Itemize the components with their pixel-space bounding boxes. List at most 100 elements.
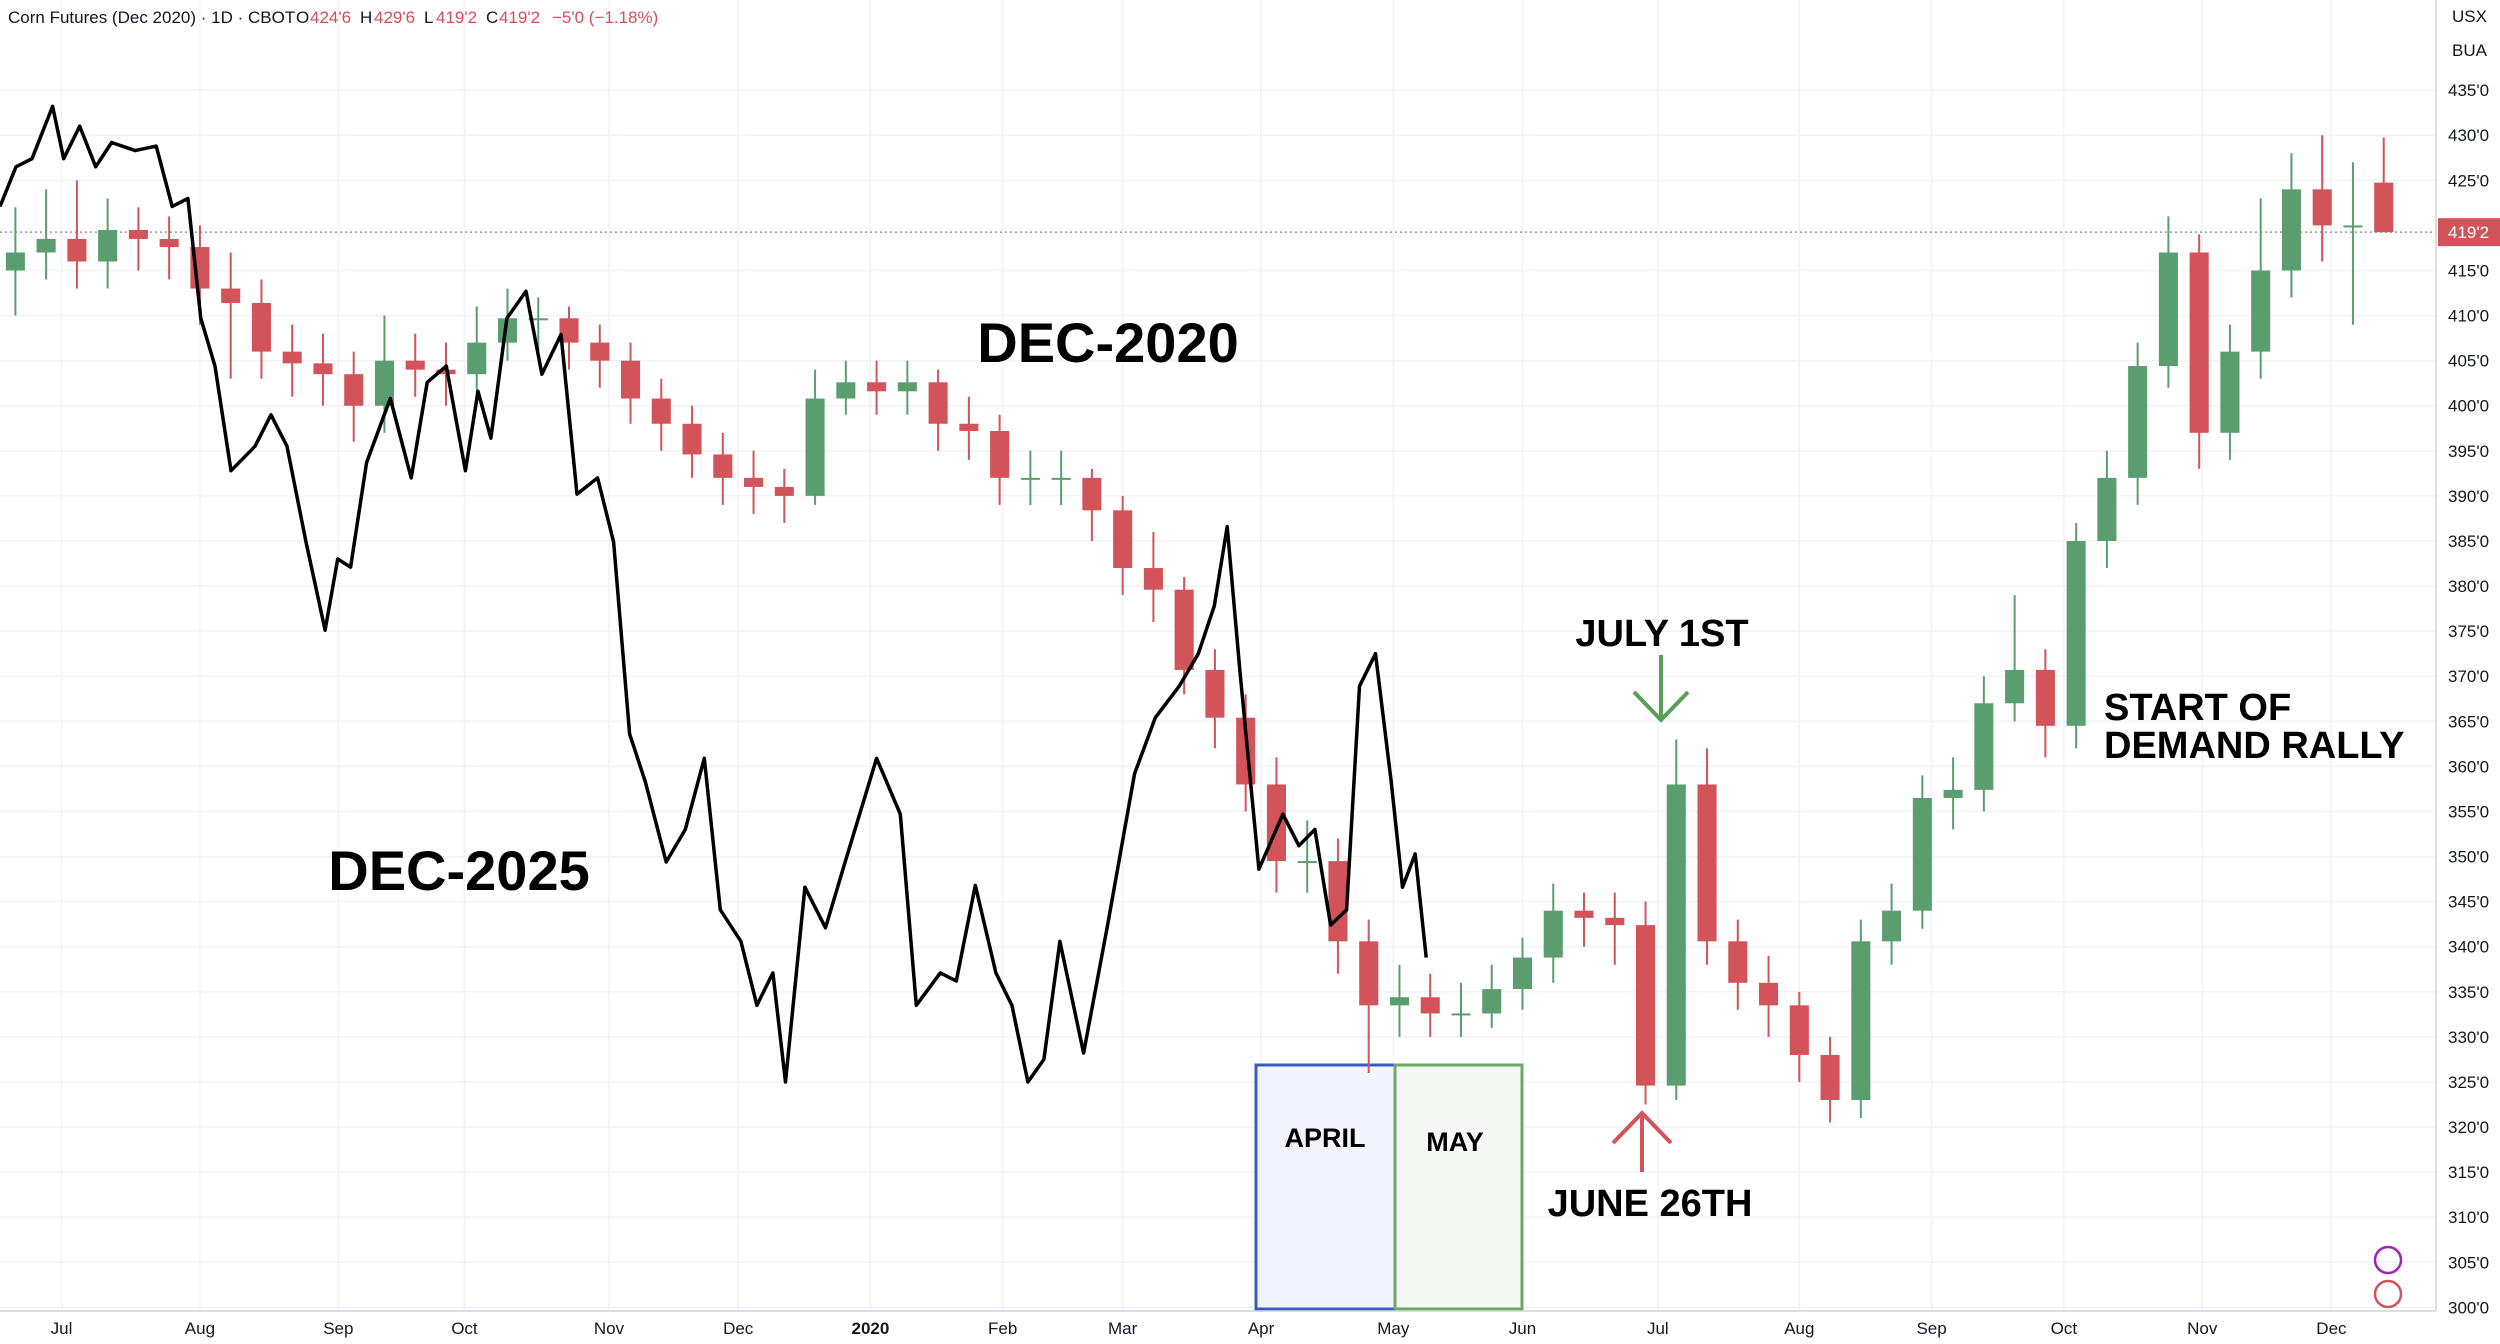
last-price-tag: [2438, 218, 2500, 247]
last-price-label: 419'2: [2448, 223, 2489, 242]
candle-body: [744, 477, 764, 487]
y-tick-label: 315'0: [2448, 1163, 2489, 1182]
x-tick-label: Nov: [594, 1319, 625, 1338]
candle-body: [1143, 568, 1163, 590]
candle-body: [128, 229, 148, 239]
currency: USX: [2452, 7, 2487, 26]
candle-body: [405, 360, 425, 370]
x-tick-label: Oct: [2051, 1319, 2078, 1338]
y-tick-label: 385'0: [2448, 532, 2489, 551]
candle-body: [1759, 982, 1779, 1006]
annotation: DEC-2025: [328, 839, 589, 902]
unit: BUA: [2452, 41, 2488, 60]
candle-body: [2251, 270, 2271, 352]
candle-body: [959, 423, 979, 431]
x-tick-label: Sep: [323, 1319, 353, 1338]
candle-body: [1635, 925, 1656, 1086]
candle-body: [2035, 669, 2055, 726]
candle-body: [928, 382, 948, 424]
candle-body: [1266, 784, 1286, 862]
open-value: 424'6: [310, 8, 351, 27]
y-tick-label: 355'0: [2448, 802, 2489, 821]
candle-body: [590, 342, 610, 361]
line-series: [0, 104, 1428, 1084]
candle-body: [867, 382, 887, 392]
plot: [0, 104, 2394, 1123]
candle-body: [1174, 589, 1194, 670]
candle-body: [836, 382, 856, 399]
header: Corn Futures (Dec 2020) · 1D · CBOT O 42…: [8, 7, 2488, 60]
y-tick-label: 325'0: [2448, 1073, 2489, 1092]
candle-body: [1020, 477, 1040, 480]
candle-body: [1912, 797, 1932, 911]
y-tick-label: 405'0: [2448, 352, 2489, 371]
candle-body: [344, 374, 364, 406]
april-box: [1254, 1063, 1397, 1311]
low-value: 419'2: [436, 8, 477, 27]
candle-body: [1451, 1013, 1471, 1016]
candle-body: [1482, 989, 1502, 1014]
candle-body: [313, 363, 333, 375]
green-arrow-head: [1632, 690, 1690, 723]
x-tick-label: Sep: [1916, 1319, 1946, 1338]
candle-body: [1820, 1054, 1840, 1101]
candle-body: [1605, 917, 1625, 926]
candle-body: [682, 423, 702, 455]
x-tick-label: Jul: [1647, 1319, 1669, 1338]
candle-body: [774, 486, 794, 496]
may-box: [1393, 1063, 1524, 1311]
candle-body: [2281, 189, 2301, 271]
candle-body: [651, 398, 671, 424]
x-tick-label: Aug: [1784, 1319, 1814, 1338]
annotation: DEC-2020: [977, 311, 1238, 374]
candle-body: [1697, 784, 1717, 942]
icons: [2373, 1245, 2403, 1309]
candle-body: [2343, 225, 2363, 228]
candle-body: [2158, 252, 2178, 367]
icon: [2373, 1245, 2403, 1275]
y-tick-label: 430'0: [2448, 126, 2489, 145]
y-tick-label: 345'0: [2448, 893, 2489, 912]
candle-body: [98, 229, 118, 262]
x-tick-label: May: [1377, 1319, 1410, 1338]
x-tick-label: Jul: [51, 1319, 73, 1338]
x-tick-label: Jun: [1509, 1319, 1536, 1338]
open-label: O: [296, 8, 309, 27]
red-arrow-head: [1611, 1110, 1673, 1145]
candle-body: [67, 238, 87, 262]
candle-body: [1328, 861, 1348, 942]
candle-body: [1082, 477, 1102, 511]
candle-body: [1666, 784, 1686, 1086]
close-label: C: [486, 8, 498, 27]
annotation: JULY 1ST: [1575, 613, 1748, 655]
candle-body: [1512, 957, 1533, 990]
arrows: [1611, 655, 1690, 1172]
candle-body: [2097, 477, 2117, 541]
candle-body: [159, 238, 179, 248]
candle-body: [1574, 910, 1594, 918]
x-tick-label: Aug: [185, 1319, 215, 1338]
candle-body: [1851, 941, 1871, 1101]
candle-body: [2189, 252, 2209, 433]
y-tick-label: 380'0: [2448, 577, 2489, 596]
annotation: DEMAND RALLY: [2104, 725, 2405, 767]
y-tick-label: 410'0: [2448, 307, 2489, 326]
candle-body: [2128, 366, 2148, 478]
close-value: 419'2: [499, 8, 540, 27]
annotation: START OF: [2104, 687, 2291, 729]
candle-body: [2220, 351, 2240, 433]
candle-body: [1943, 789, 1963, 798]
candle-body: [1051, 477, 1071, 480]
candle-body: [897, 382, 917, 392]
y-tick-label: 375'0: [2448, 622, 2489, 641]
x-tick-label: Dec: [2316, 1319, 2347, 1338]
y-tick-label: 310'0: [2448, 1208, 2489, 1227]
annotation: APRIL: [1285, 1123, 1366, 1153]
y-tick-label: 400'0: [2448, 397, 2489, 416]
candle-body: [1882, 910, 1902, 942]
candle-body: [1297, 861, 1317, 864]
candle-body: [1728, 941, 1748, 983]
y-tick-label: 395'0: [2448, 442, 2489, 461]
candle-body: [1205, 669, 1225, 718]
